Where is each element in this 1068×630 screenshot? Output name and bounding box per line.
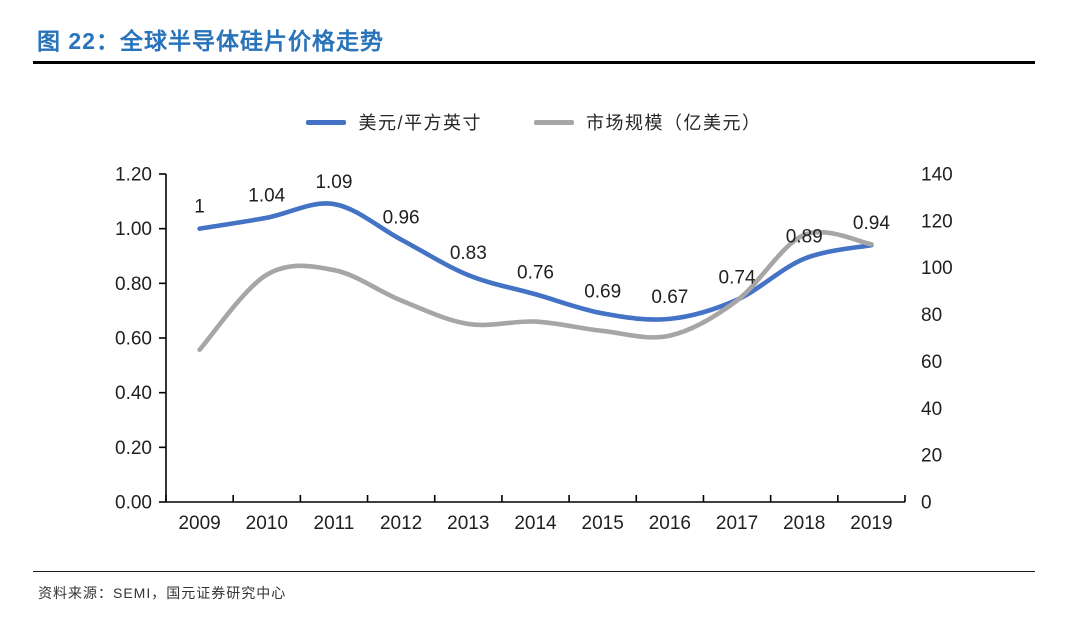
x-axis-category-label: 2018 bbox=[783, 513, 825, 534]
data-point-label: 0.94 bbox=[853, 213, 890, 234]
x-axis-category-label: 2012 bbox=[380, 513, 422, 534]
left-axis-tick-label: 0.00 bbox=[115, 493, 152, 514]
left-axis-tick-label: 0.40 bbox=[115, 383, 152, 404]
series-line-usd-per-sq-inch bbox=[197, 201, 874, 322]
legend-line-swatch-gray bbox=[534, 119, 574, 125]
data-source-note: 资料来源：SEMI，国元证券研究中心 bbox=[38, 585, 287, 601]
legend-item-price: 美元/平方英寸 bbox=[306, 109, 482, 135]
data-point-label: 1.04 bbox=[248, 186, 285, 207]
source-divider-rule bbox=[33, 571, 1035, 572]
data-point-label: 1 bbox=[194, 197, 205, 218]
series-line-market-size bbox=[197, 229, 874, 353]
right-axis-tick-label: 80 bbox=[921, 305, 942, 326]
right-axis-tick-label: 120 bbox=[921, 211, 953, 232]
left-axis-tick-label: 0.80 bbox=[115, 274, 152, 295]
x-axis-category-label: 2019 bbox=[850, 513, 892, 534]
data-point-label: 0.67 bbox=[651, 287, 688, 308]
right-axis-tick-label: 100 bbox=[921, 258, 953, 279]
x-axis-category-label: 2013 bbox=[447, 513, 489, 534]
left-axis-tick-label: 1.20 bbox=[115, 165, 152, 186]
left-axis-tick-label: 0.60 bbox=[115, 329, 152, 350]
x-axis-category-label: 2011 bbox=[314, 513, 355, 534]
x-axis-category-label: 2015 bbox=[582, 513, 624, 534]
right-axis-tick-label: 0 bbox=[921, 493, 932, 514]
right-axis-tick-label: 140 bbox=[921, 165, 953, 186]
data-point-label: 0.96 bbox=[383, 208, 420, 229]
left-axis-tick-label: 0.20 bbox=[115, 438, 152, 459]
x-axis-category-label: 2016 bbox=[649, 513, 691, 534]
right-axis-tick-label: 40 bbox=[921, 399, 942, 420]
data-point-label: 0.76 bbox=[517, 262, 554, 283]
legend-line-swatch-blue bbox=[306, 119, 347, 125]
chart-legend: 美元/平方英寸 市场规模（亿美元） bbox=[0, 109, 1068, 135]
figure-title: 图 22：全球半导体硅片价格走势 bbox=[37, 28, 384, 54]
x-axis-category-label: 2010 bbox=[246, 513, 288, 534]
data-point-label: 0.74 bbox=[719, 268, 756, 289]
left-axis-tick-label: 1.00 bbox=[115, 219, 152, 240]
data-point-label: 1.09 bbox=[315, 172, 352, 193]
data-point-label: 0.83 bbox=[450, 243, 487, 264]
title-divider-rule bbox=[33, 61, 1035, 64]
x-axis-category-label: 2017 bbox=[716, 513, 758, 534]
right-axis-tick-label: 20 bbox=[921, 446, 942, 467]
legend-item-market-size: 市场规模（亿美元） bbox=[534, 109, 762, 135]
right-axis-tick-label: 60 bbox=[921, 352, 942, 373]
data-point-label: 0.69 bbox=[584, 281, 621, 302]
data-point-label: 0.89 bbox=[786, 227, 823, 248]
x-axis-category-label: 2009 bbox=[178, 513, 220, 534]
x-axis-category-label: 2014 bbox=[514, 513, 557, 534]
legend-label-price: 美元/平方英寸 bbox=[358, 113, 482, 133]
legend-label-market-size: 市场规模（亿美元） bbox=[586, 113, 762, 133]
